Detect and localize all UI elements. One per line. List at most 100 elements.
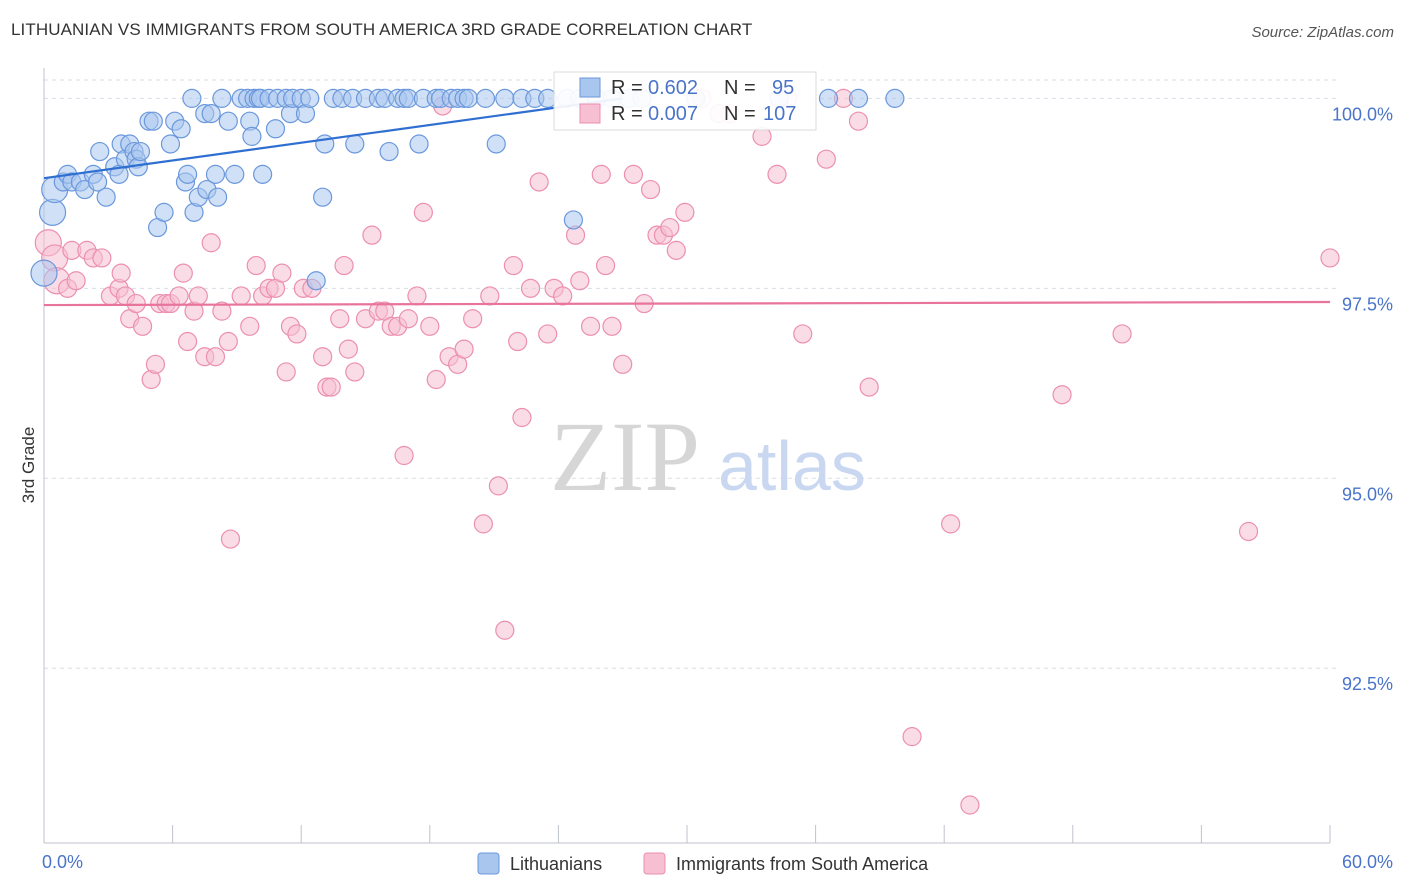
- point-immigrant-17: [145, 354, 166, 374]
- point-lithuanian-11: [96, 187, 116, 207]
- point-immigrant-67: [463, 309, 483, 329]
- point-lithuanian-57: [300, 88, 320, 108]
- point-immigrant-30: [218, 331, 238, 352]
- point-lithuanian-1: [38, 198, 67, 226]
- point-immigrant-102: [816, 149, 836, 169]
- y-axis-label: 3rd Grade: [19, 427, 38, 504]
- point-lithuanian-30: [182, 88, 202, 108]
- point-immigrant-11: [111, 263, 131, 283]
- point-immigrant-109: [1052, 385, 1072, 405]
- point-lithuanian-35: [201, 103, 221, 124]
- point-lithuanian-87: [563, 210, 584, 230]
- point-immigrant-33: [240, 316, 260, 336]
- point-lithuanian-9: [87, 172, 108, 192]
- point-immigrant-41: [287, 324, 307, 344]
- point-lithuanian-96: [848, 88, 869, 108]
- point-immigrant-105: [859, 377, 879, 397]
- point-immigrant-108: [960, 795, 980, 815]
- point-lithuanian-25: [160, 134, 181, 154]
- stats-n-value-1: 95: [772, 77, 794, 99]
- x-tick-label-max: 60.0%: [1342, 852, 1393, 872]
- point-immigrant-85: [602, 316, 622, 336]
- stats-swatch-lithuanians: [579, 77, 601, 98]
- point-lithuanian-22: [143, 111, 163, 131]
- point-lithuanian-24: [154, 202, 174, 222]
- point-immigrant-111: [1238, 521, 1259, 542]
- point-immigrant-101: [793, 324, 813, 344]
- watermark: ZIP atlas: [550, 401, 866, 512]
- point-immigrant-32: [231, 286, 251, 306]
- point-immigrant-58: [398, 309, 418, 329]
- point-lithuanian-81: [486, 134, 506, 154]
- point-immigrant-81: [570, 271, 590, 291]
- point-lithuanian-37: [208, 187, 228, 207]
- point-immigrant-61: [420, 316, 440, 336]
- point-immigrant-106: [902, 727, 922, 747]
- point-immigrant-8: [92, 248, 112, 268]
- point-immigrant-22: [173, 263, 193, 283]
- y-tick-label-1: 97.5%: [1342, 294, 1393, 314]
- point-immigrant-73: [508, 331, 528, 352]
- point-lithuanian-59: [313, 187, 333, 207]
- point-lithuanian-79: [458, 88, 478, 108]
- stats-r-label-2: R =: [611, 103, 643, 125]
- point-lithuanian-10: [90, 141, 110, 162]
- point-immigrant-38: [272, 263, 292, 283]
- watermark-zip: ZIP: [550, 401, 700, 512]
- point-immigrant-23: [178, 331, 198, 352]
- point-immigrant-57: [394, 445, 414, 466]
- legend-label-immigrants: Immigrants from South America: [676, 854, 929, 874]
- y-tick-label-3: 92.5%: [1342, 674, 1393, 694]
- point-immigrant-76: [529, 172, 549, 192]
- y-tick-label-2: 95.0%: [1342, 484, 1393, 504]
- point-immigrant-83: [591, 164, 611, 184]
- legend-swatch-immigrants: [643, 852, 666, 875]
- trend-line-lithuanian: [43, 97, 623, 180]
- point-immigrant-59: [407, 286, 427, 306]
- x-tick-label-min: 0.0%: [42, 852, 83, 872]
- point-lithuanian-58: [306, 271, 326, 291]
- trend-lines: [43, 97, 1331, 307]
- point-immigrant-31: [220, 529, 241, 549]
- point-immigrant-72: [503, 255, 523, 276]
- point-immigrant-84: [595, 255, 616, 276]
- point-immigrant-21: [169, 286, 189, 306]
- point-immigrant-28: [205, 347, 226, 367]
- point-lithuanian-36: [205, 164, 226, 184]
- stats-legend: R = 0.602 N = 95 R = 0.007 N = 107: [553, 71, 817, 131]
- point-lithuanian-0: [30, 259, 58, 287]
- chart-source: Source: ZipAtlas.com: [1251, 24, 1394, 41]
- point-lithuanian-72: [409, 134, 429, 154]
- point-immigrant-74: [512, 407, 532, 428]
- point-lithuanian-44: [242, 126, 262, 146]
- stats-n-label-1: N =: [724, 77, 756, 99]
- point-immigrant-87: [623, 164, 644, 184]
- point-immigrant-77: [538, 324, 558, 344]
- point-immigrant-110: [1112, 324, 1132, 344]
- point-immigrant-82: [580, 316, 601, 336]
- point-immigrant-70: [488, 476, 508, 496]
- point-immigrant-86: [613, 354, 633, 374]
- point-immigrant-79: [553, 286, 573, 306]
- y-tick-label-0: 100.0%: [1332, 104, 1393, 124]
- point-lithuanian-82: [495, 88, 515, 108]
- point-lithuanian-20: [130, 141, 151, 162]
- point-immigrant-89: [640, 179, 661, 200]
- stats-n-label-2: N =: [724, 103, 756, 125]
- point-immigrant-75: [520, 278, 541, 298]
- point-immigrant-94: [675, 202, 695, 222]
- point-immigrant-62: [426, 369, 446, 390]
- stats-n-value-2: 107: [763, 103, 796, 125]
- point-immigrant-48: [334, 255, 354, 276]
- point-immigrant-107: [941, 514, 961, 534]
- point-immigrant-14: [126, 293, 146, 314]
- point-immigrant-50: [345, 362, 365, 382]
- point-immigrant-69: [480, 286, 500, 306]
- point-immigrant-25: [188, 286, 208, 306]
- trend-line-immigrant: [43, 300, 1331, 307]
- point-lithuanian-80: [475, 88, 496, 108]
- watermark-atlas: atlas: [718, 427, 866, 505]
- bottom-legend: Lithuanians Immigrants from South Americ…: [477, 852, 929, 875]
- point-immigrant-27: [201, 233, 221, 253]
